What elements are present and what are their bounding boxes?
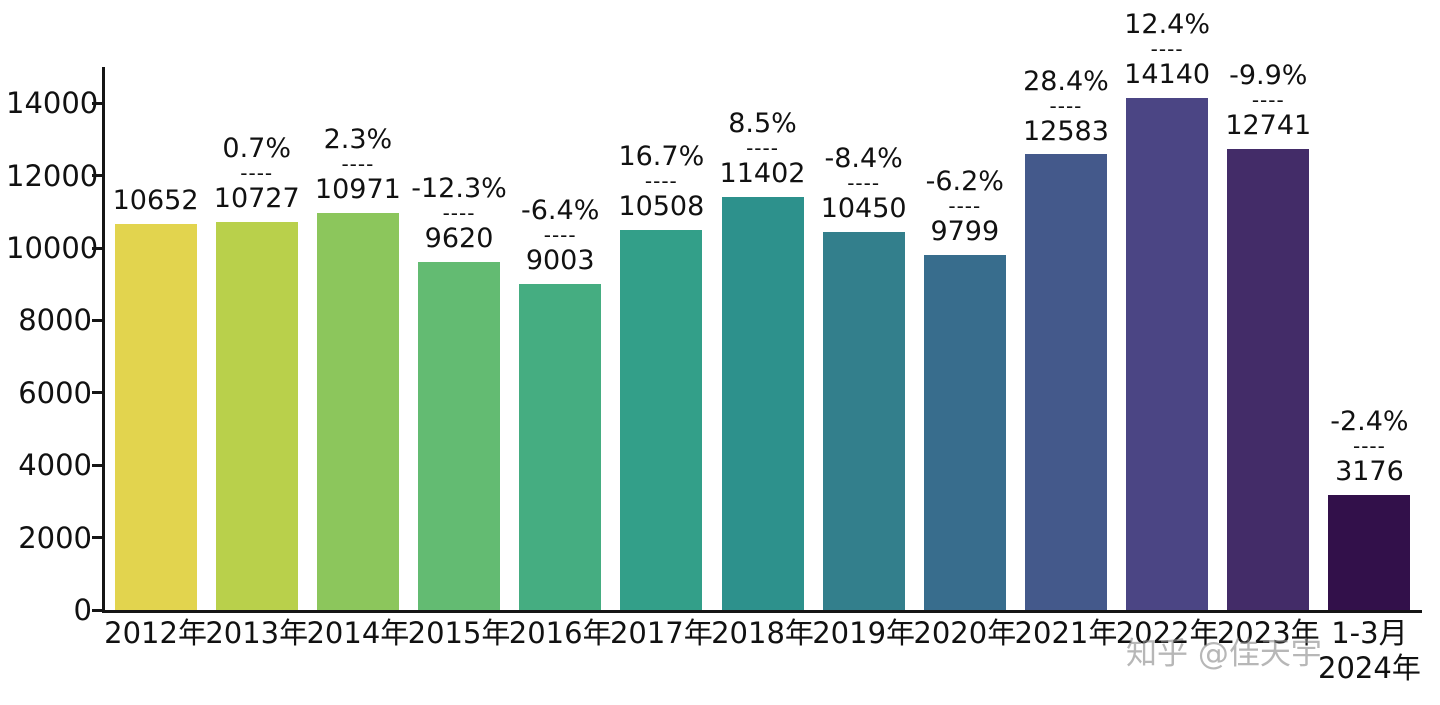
bar-annotation: 8.5% ---- 11402 [671,108,855,189]
x-tick-label: 2013年 [205,616,309,650]
y-tick-label: 14000 [6,86,99,121]
value-label: 3176 [1335,456,1404,488]
annotation-separator: ---- [341,151,375,176]
pct-change-label: 28.4% [1023,65,1109,97]
value-label: 10652 [112,185,199,217]
x-tick-label: 2015年 [407,616,511,650]
y-axis [102,67,105,613]
bar-annotation: 2.3% ---- 10971 [266,124,450,205]
x-tick-label: 2012年 [104,616,207,650]
x-tick-label: 2014年 [306,616,410,650]
bar-annotation: 28.4% ---- 12583 [974,66,1158,147]
y-tick-mark [92,463,103,467]
annotation-separator: ---- [644,168,678,193]
bar-2012年 [114,224,197,610]
value-label: 14140 [1124,59,1211,91]
pct-change-label: -12.3% [411,172,507,204]
bar-2023年 [1227,148,1310,610]
bar-annotation: -8.4% ---- 10450 [772,143,956,224]
bar-2019年 [822,231,905,610]
pct-change-label: 2.3% [323,123,393,155]
annotation-separator: ---- [1352,434,1386,459]
y-tick-mark [92,318,103,322]
x-tick-label: 2021年 [1014,616,1118,650]
y-tick-label: 2000 [18,520,92,555]
bar-2013年 [215,221,298,610]
y-tick-label: 4000 [18,448,92,483]
y-tick-mark [92,246,103,250]
pct-change-label: 0.7% [222,132,292,164]
value-label: 9003 [525,245,595,277]
annotation-separator: ---- [948,194,982,219]
pct-change-label: 8.5% [728,108,797,140]
annotation-separator: ---- [1150,37,1184,62]
y-tick-mark [92,608,103,612]
bar-annotation: 0.7% ---- 10727 [165,133,349,214]
annotation-separator: ---- [746,136,779,161]
y-tick-label: 12000 [6,158,99,193]
value-label: 9620 [424,222,494,254]
value-label: 9799 [930,216,1000,248]
pct-change-label: -8.4% [824,142,903,174]
annotation-separator: ---- [1251,87,1285,112]
annotation-separator: ---- [240,160,274,185]
y-tick-label: 10000 [6,231,99,265]
annotation-separator: ---- [543,223,577,248]
bar-annotation: -6.4% ---- 9003 [468,195,652,276]
bar-annotation: -9.9% ---- 12741 [1176,60,1360,141]
value-label: 12583 [1023,115,1109,147]
bar-2022年 [1126,98,1209,610]
value-label: 10450 [820,192,907,224]
y-tick-mark [92,174,103,178]
bar-2016年 [519,284,602,610]
x-tick-label: 2018年 [711,616,814,650]
y-tick-mark [92,536,103,540]
y-tick-label: 8000 [18,303,92,338]
value-label: 10971 [314,173,401,205]
annotation-separator: ---- [442,200,476,225]
pct-change-label: -6.2% [925,166,1004,198]
y-tick-mark [92,391,103,395]
x-tick-label: 2019年 [812,616,916,650]
bar-1-3月-2024年 [1328,495,1411,610]
bar-2015年 [418,261,501,610]
y-tick-label: 0 [73,593,92,627]
bar-2021年 [1024,154,1107,610]
pct-change-label: 12.4% [1124,9,1210,41]
bar-annotation: -12.3% ---- 9620 [367,173,551,254]
bar-2018年 [721,197,804,610]
bar-annotation: -6.2% ---- 9799 [873,166,1057,247]
bar-annotation: 12.4% ---- 14140 [1075,9,1259,90]
value-label: 12741 [1225,109,1312,141]
value-label: 10727 [213,182,300,214]
bar-annotation: 16.7% ---- 10508 [569,141,753,222]
annotation-separator: ---- [1049,93,1083,118]
x-tick-label: 2016年 [508,616,612,650]
bar-2014年 [316,212,399,610]
pct-change-label: -2.4% [1330,406,1409,438]
x-axis [102,610,1422,613]
x-tick-label: 2023年 [1216,616,1320,650]
watermark: 知乎 @佳天宇 [1126,636,1322,672]
y-tick-label: 6000 [18,375,92,410]
pct-change-label: -6.4% [521,195,600,227]
annotation-separator: ---- [847,170,881,195]
y-tick-mark [92,101,103,105]
pct-change-label: 16.7% [618,140,705,172]
bar-2017年 [620,229,703,610]
x-tick-label: 1-3月 2024年 [1318,616,1421,685]
x-tick-label: 2017年 [609,616,713,650]
value-label: 11402 [719,158,806,190]
pct-change-label: -9.9% [1229,59,1308,91]
bar-annotation: 10652 [64,185,248,216]
bar-2020年 [923,255,1006,610]
value-label: 10508 [618,190,705,222]
x-tick-label: 2022年 [1115,616,1219,650]
x-tick-label: 2020年 [913,616,1017,650]
bar-annotation: -2.4% ---- 3176 [1277,406,1440,487]
